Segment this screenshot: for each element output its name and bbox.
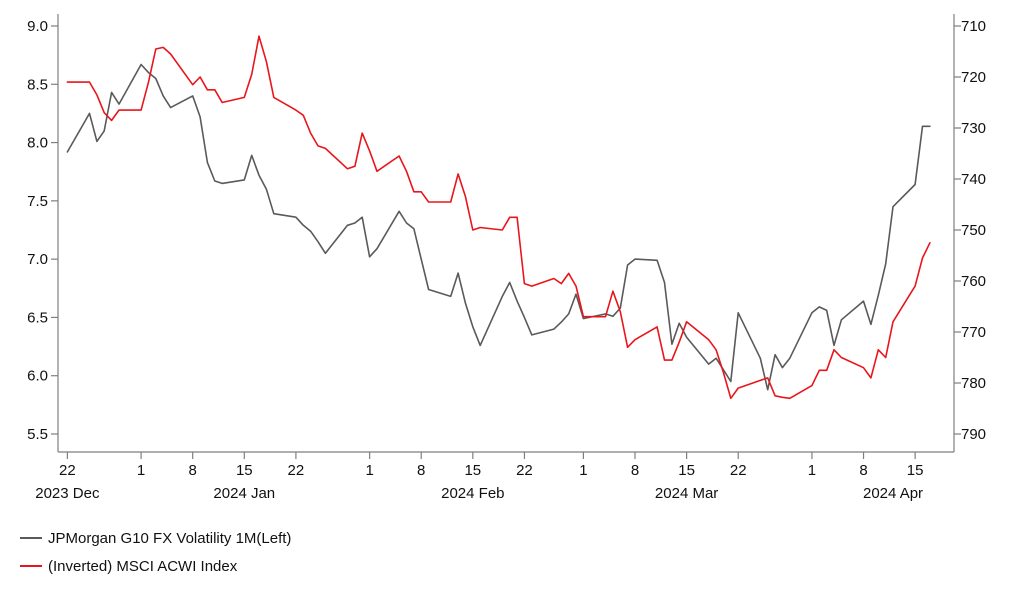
legend: JPMorgan G10 FX Volatility 1M(Left) (Inv… [20, 524, 291, 580]
x-tick-label: 15 [678, 462, 695, 479]
x-tick-label: 22 [516, 462, 533, 479]
left-y-tick-label: 8.5 [27, 76, 48, 93]
right-y-tick-label: 750 [961, 222, 986, 239]
x-tick-label: 1 [579, 462, 587, 479]
legend-item-fx-volatility: JPMorgan G10 FX Volatility 1M(Left) [20, 524, 291, 552]
x-tick-label: 1 [808, 462, 816, 479]
legend-item-msci-acwi: (Inverted) MSCI ACWI Index [20, 552, 291, 580]
x-tick-label: 22 [288, 462, 305, 479]
right-y-tick-label: 760 [961, 273, 986, 290]
x-tick-label: 8 [189, 462, 197, 479]
x-tick-label: 22 [730, 462, 747, 479]
x-tick-label: 8 [631, 462, 639, 479]
x-tick-label: 22 [59, 462, 76, 479]
left-y-tick-label: 6.5 [27, 309, 48, 326]
legend-label-fx-volatility: JPMorgan G10 FX Volatility 1M(Left) [48, 529, 292, 547]
left-y-tick-label: 5.5 [27, 426, 48, 443]
legend-swatch-msci-acwi [20, 565, 42, 567]
left-y-tick-label: 6.0 [27, 368, 48, 385]
legend-swatch-fx-volatility [20, 537, 42, 539]
x-tick-label: 8 [859, 462, 867, 479]
right-y-tick-label: 780 [961, 375, 986, 392]
right-y-tick-label: 790 [961, 426, 986, 443]
left-y-tick-label: 7.0 [27, 251, 48, 268]
right-y-tick-label: 720 [961, 69, 986, 86]
right-y-tick-label: 710 [961, 18, 986, 35]
axes [51, 14, 961, 459]
series-line-fx-volatility [66, 63, 931, 391]
axis-labels: 9.0 8.5 8.0 7.5 7.0 6.5 6.0 5.5 710 720 730 740 750 7… [27, 18, 986, 502]
series-lines [66, 35, 931, 400]
x-tick-label: 15 [464, 462, 481, 479]
x-month-label: 2024 Apr [863, 485, 923, 502]
x-month-label: 2024 Feb [441, 485, 504, 502]
right-y-tick-label: 730 [961, 120, 986, 137]
x-tick-label: 15 [236, 462, 253, 479]
x-month-label: 2024 Mar [655, 485, 718, 502]
left-y-tick-label: 9.0 [27, 18, 48, 35]
x-tick-label: 1 [137, 462, 145, 479]
x-month-label: 2023 Dec [35, 485, 100, 502]
series-line-msci-acwi [66, 35, 931, 400]
right-y-tick-label: 740 [961, 171, 986, 188]
left-y-tick-label: 8.0 [27, 135, 48, 152]
left-y-tick-label: 7.5 [27, 193, 48, 210]
right-y-tick-label: 770 [961, 324, 986, 341]
legend-label-msci-acwi: (Inverted) MSCI ACWI Index [48, 557, 238, 575]
x-tick-label: 1 [365, 462, 373, 479]
x-tick-label: 15 [907, 462, 924, 479]
x-month-label: 2024 Jan [213, 485, 275, 502]
x-tick-label: 8 [417, 462, 425, 479]
